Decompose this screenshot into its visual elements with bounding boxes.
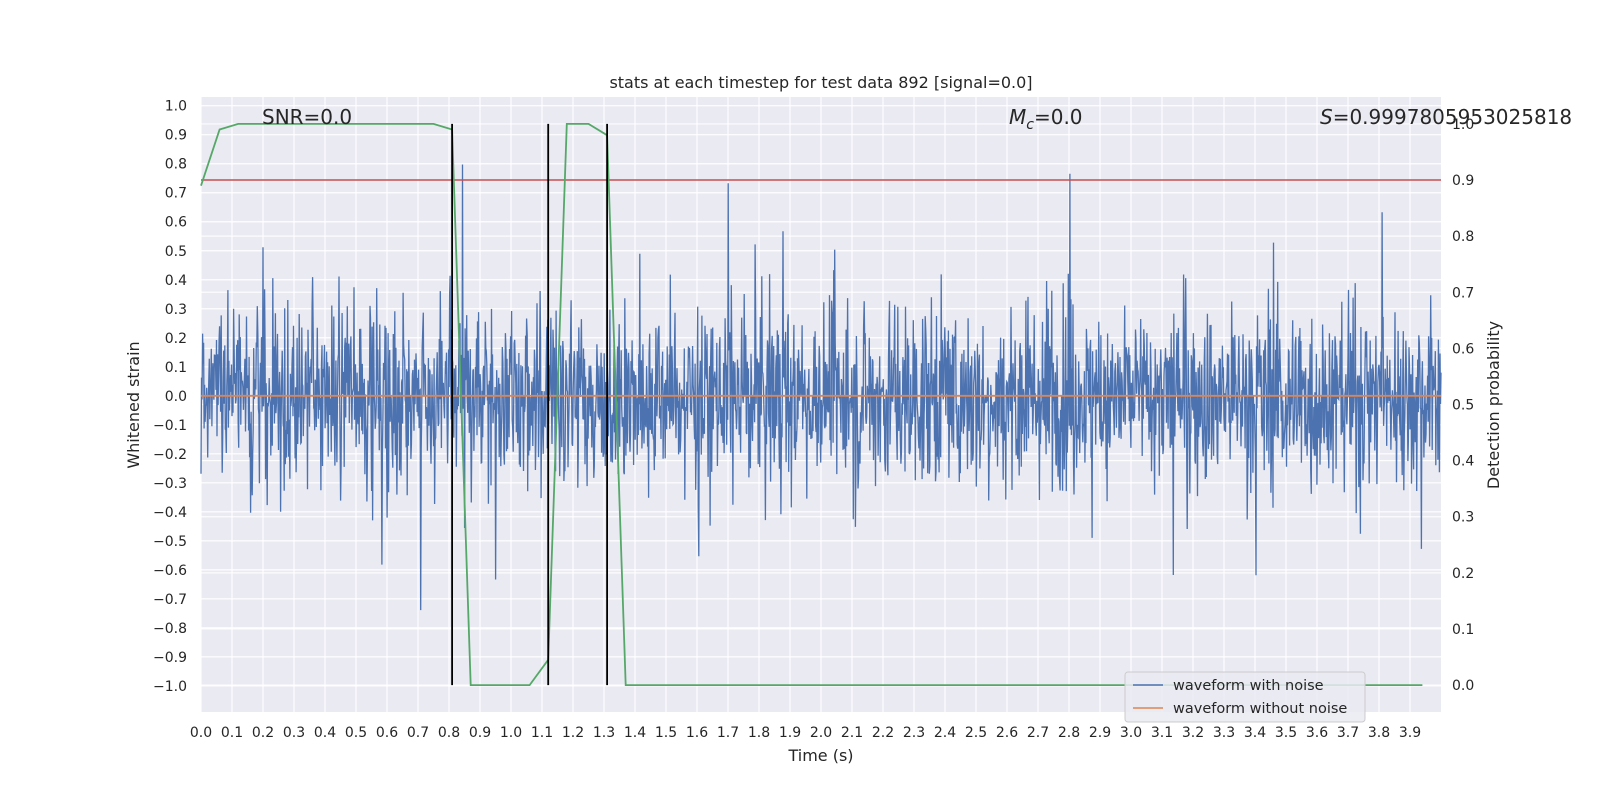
x-tick-label: 2.1 — [841, 725, 863, 741]
x-tick-label: 3.5 — [1275, 725, 1297, 741]
y-tick-label: 0.3 — [165, 302, 187, 318]
x-tick-label: 1.3 — [593, 725, 615, 741]
detection-probability-line — [200, 123, 1423, 686]
x-tick-label: 2.0 — [810, 725, 832, 741]
x-tick-label: 2.8 — [1058, 725, 1080, 741]
s-value: =0.9997805953025818 — [1333, 105, 1572, 129]
y2-tick-label: 0.9 — [1452, 173, 1474, 189]
y2-tick-label: 1.0 — [1452, 117, 1474, 133]
y2-tick-label: 0.7 — [1452, 285, 1474, 301]
x-tick-label: 1.0 — [500, 725, 522, 741]
x-tick-label: 2.5 — [965, 725, 987, 741]
y-tick-label: 0.7 — [165, 186, 187, 202]
line-series — [200, 123, 1441, 686]
x-tick-label: 0.7 — [407, 725, 429, 741]
snr-annotation: SNR=0.0 — [262, 105, 352, 129]
legend: waveform with noise waveform without noi… — [1124, 671, 1366, 723]
x-tick-label: 2.2 — [872, 725, 894, 741]
y-tick-label: 0.4 — [165, 273, 187, 289]
x-axis-label: Time (s) — [787, 746, 853, 765]
x-tick-label: 0.6 — [376, 725, 398, 741]
y2-tick-label: 0.2 — [1452, 566, 1474, 582]
y-tick-label: 0.0 — [165, 389, 187, 405]
x-tick-label: 3.4 — [1244, 725, 1266, 741]
x-tick-label: 3.1 — [1151, 725, 1173, 741]
y-tick-label: −0.7 — [153, 592, 187, 608]
x-tick-label: 2.3 — [903, 725, 925, 741]
x-tick-label: 1.7 — [717, 725, 739, 741]
score-annotation: S=0.9997805953025818 — [1320, 105, 1572, 129]
x-tick-label: 1.6 — [686, 725, 708, 741]
mc-subscript: c — [1026, 117, 1034, 133]
y-tick-label: 0.6 — [165, 215, 187, 231]
legend-label-noise: waveform with noise — [1173, 678, 1324, 694]
y2-tick-label: 0.8 — [1452, 229, 1474, 245]
mc-symbol: M — [1009, 105, 1026, 129]
x-tick-label: 0.0 — [190, 725, 212, 741]
y-axis-label: Whitened strain — [124, 341, 143, 468]
y-tick-label: 0.1 — [165, 360, 187, 376]
y2-tick-label: 0.3 — [1452, 510, 1474, 526]
y-tick-label: −0.5 — [153, 534, 187, 550]
x-tick-label: 1.5 — [655, 725, 677, 741]
x-tick-label: 0.8 — [438, 725, 460, 741]
x-tick-label: 0.1 — [221, 725, 243, 741]
y2-axis-label: Detection probability — [1484, 321, 1503, 489]
x-tick-label: 2.6 — [996, 725, 1018, 741]
chart-title: stats at each timestep for test data 892… — [609, 73, 1032, 92]
x-tick-label: 2.7 — [1027, 725, 1049, 741]
chirp-mass-annotation: Mc=0.0 — [1009, 105, 1083, 133]
noise-waveform-line — [200, 164, 1442, 611]
x-tick-labels: 0.0 0.1 0.2 0.3 0.4 0.5 0.6 0.7 0.8 0.9 1.0 1.1 1.2 1… — [190, 725, 1421, 741]
y-tick-label: −0.2 — [153, 447, 187, 463]
y-tick-label: −0.9 — [153, 650, 187, 666]
x-tick-label: 3.6 — [1306, 725, 1328, 741]
y2-tick-label: 0.5 — [1452, 398, 1474, 414]
x-tick-label: 3.7 — [1337, 725, 1359, 741]
y2-tick-label: 0.6 — [1452, 341, 1474, 357]
y-tick-label: −0.6 — [153, 563, 187, 579]
y2-tick-label: 0.1 — [1452, 622, 1474, 638]
x-tick-label: 1.1 — [531, 725, 553, 741]
x-tick-label: 0.3 — [283, 725, 305, 741]
x-tick-label: 2.9 — [1089, 725, 1111, 741]
x-tick-label: 1.4 — [624, 725, 646, 741]
x-tick-label: 3.9 — [1399, 725, 1421, 741]
x-tick-label: 3.0 — [1120, 725, 1142, 741]
y2-tick-labels: 1.0 0.9 0.8 0.7 0.6 0.5 0.4 0.3 0.2 0.1 0.0 — [1452, 117, 1474, 694]
y-tick-label: −0.8 — [153, 621, 187, 637]
y2-tick-label: 0.0 — [1452, 678, 1474, 694]
noise-series — [200, 164, 1442, 611]
x-tick-label: 3.8 — [1368, 725, 1390, 741]
x-tick-label: 3.3 — [1213, 725, 1235, 741]
y2-tick-label: 0.4 — [1452, 454, 1474, 470]
y-tick-label: 0.2 — [165, 331, 187, 347]
vertical-markers — [451, 123, 608, 686]
legend-label-clean: waveform without noise — [1173, 701, 1347, 717]
legend-frame — [1124, 671, 1366, 723]
x-tick-label: 3.2 — [1182, 725, 1204, 741]
y-tick-label: 0.9 — [165, 128, 187, 144]
y-tick-label: −0.4 — [153, 505, 187, 521]
y-tick-label: 1.0 — [165, 99, 187, 115]
y-tick-label: −0.1 — [153, 418, 187, 434]
y-tick-label: 0.8 — [165, 157, 187, 173]
mc-value: =0.0 — [1034, 105, 1083, 129]
y-tick-label: −1.0 — [153, 679, 187, 695]
s-symbol: S — [1320, 105, 1333, 129]
x-tick-label: 1.2 — [562, 725, 584, 741]
x-tick-label: 0.4 — [314, 725, 336, 741]
y-tick-labels: 1.0 0.9 0.8 0.7 0.6 0.5 0.4 0.3 0.2 0.1 0.0 −0.1 −0.… — [153, 99, 187, 695]
x-tick-label: 0.5 — [345, 725, 367, 741]
y-tick-label: 0.5 — [165, 244, 187, 260]
y-tick-label: −0.3 — [153, 476, 187, 492]
x-tick-label: 1.8 — [748, 725, 770, 741]
x-tick-label: 1.9 — [779, 725, 801, 741]
x-tick-label: 0.9 — [469, 725, 491, 741]
x-tick-label: 0.2 — [252, 725, 274, 741]
x-tick-label: 2.4 — [934, 725, 956, 741]
